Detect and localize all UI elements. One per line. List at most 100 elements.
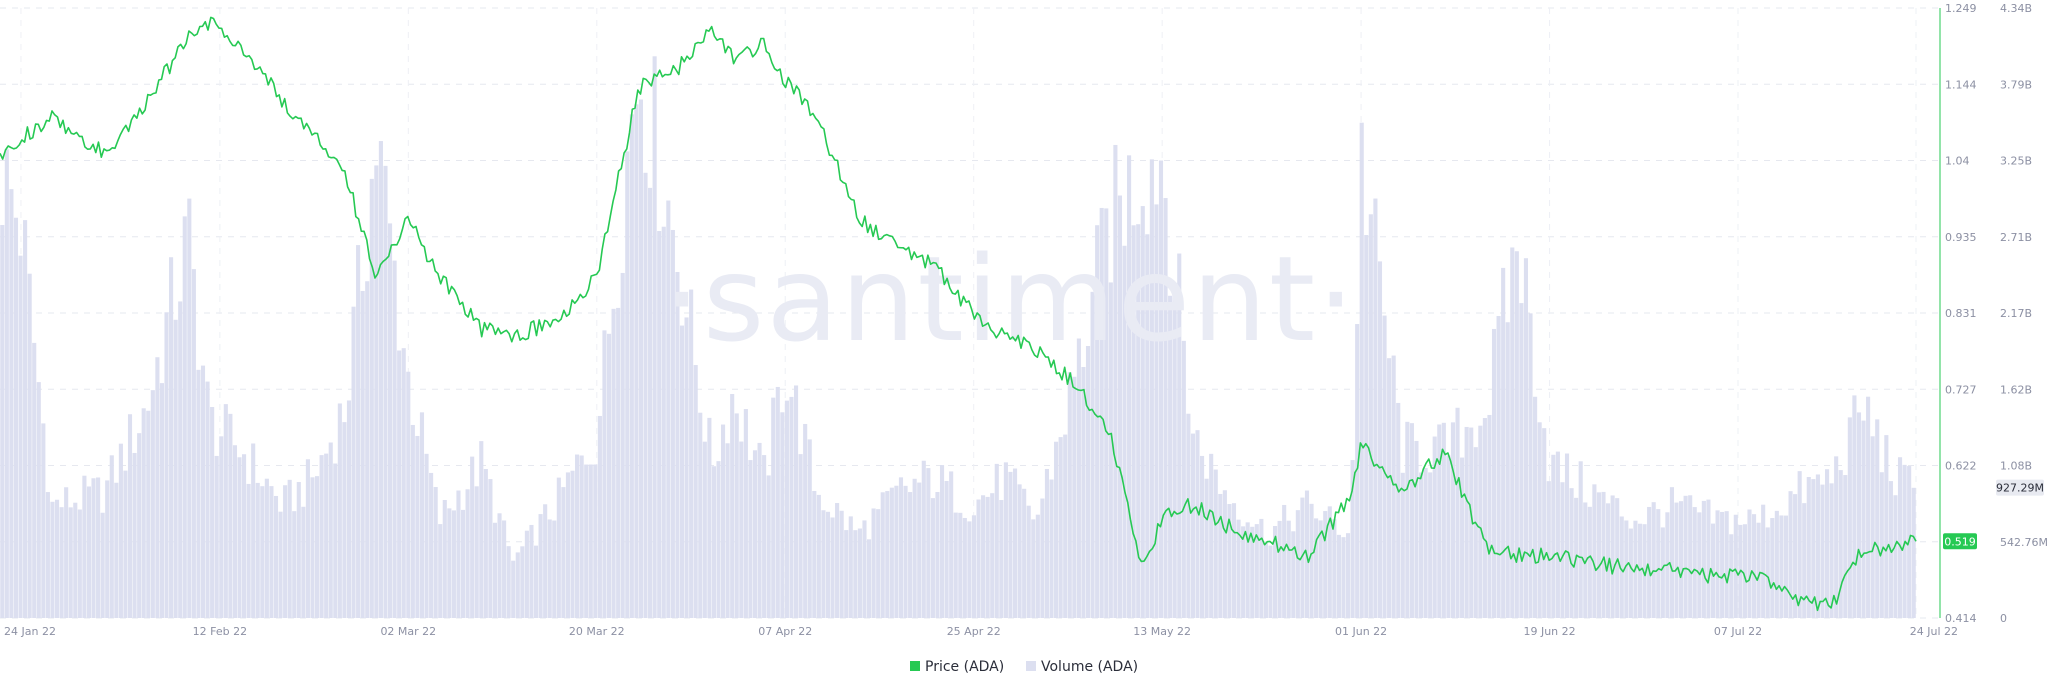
volume-bar [1081, 366, 1086, 618]
volume-bar [1487, 414, 1492, 618]
volume-bar [885, 491, 890, 618]
volume-bar [707, 417, 712, 618]
volume-bar [242, 454, 247, 618]
volume-bar [994, 463, 999, 618]
volume-bar [1364, 235, 1369, 619]
volume-bar [406, 371, 411, 618]
volume-bar [515, 552, 520, 618]
volume-bar [1455, 407, 1460, 618]
volume-bar [118, 443, 123, 618]
volume-bar [1692, 507, 1697, 618]
volume-bar [880, 492, 885, 618]
volume-bar [1300, 497, 1305, 618]
volume-bar [1610, 495, 1615, 618]
volume-bar [1282, 504, 1287, 618]
volume-bar [1026, 505, 1031, 618]
volume-bar [264, 478, 269, 618]
volume-bar [1441, 422, 1446, 618]
volume-bar [438, 524, 443, 618]
volume-bar [1583, 502, 1588, 618]
volume-bar [520, 546, 525, 618]
volume-bar [483, 469, 488, 618]
volume-bar [1085, 345, 1091, 618]
volume-bar [228, 413, 233, 618]
date-tick-label: 07 Jul 22 [1714, 625, 1762, 638]
volume-bar [474, 486, 479, 618]
volume-bar [1168, 295, 1173, 618]
volume-bar [739, 441, 744, 618]
volume-bar [1327, 506, 1332, 618]
volume-bar [1368, 214, 1373, 618]
volume-bar [1336, 534, 1341, 618]
volume-bar [917, 482, 922, 618]
volume-bar [1428, 472, 1433, 618]
volume-bar [1181, 340, 1186, 618]
date-tick-label: 07 Apr 22 [758, 625, 812, 638]
price-tick-label: 1.249 [1945, 2, 1977, 15]
volume-bar [182, 216, 187, 618]
volume-bar [50, 501, 55, 618]
volume-bar [1318, 520, 1323, 618]
volume-bar [1710, 523, 1716, 618]
volume-bar [698, 412, 703, 618]
volume-bar [1473, 447, 1478, 618]
volume-bar [27, 273, 32, 618]
volume-bar [748, 460, 753, 618]
volume-bar [283, 485, 288, 618]
volume-bar [876, 509, 881, 618]
volume-bar [383, 165, 388, 618]
volume-bar [169, 257, 174, 618]
volume-bar [32, 342, 37, 618]
legend-item-volume[interactable]: Volume (ADA) [1026, 659, 1138, 675]
current-volume-label: 927.29M [1996, 482, 2044, 495]
volume-bar [1478, 425, 1483, 618]
volume-bar [1163, 198, 1168, 618]
volume-bar [1793, 494, 1798, 618]
volume-bar [246, 483, 251, 618]
volume-bar [1628, 528, 1633, 618]
volume-bar [958, 512, 963, 618]
volume-bar [456, 490, 461, 618]
volume-bar [1756, 522, 1761, 618]
volume-bar [661, 226, 666, 619]
volume-bar [1806, 476, 1811, 618]
volume-bar [1592, 484, 1597, 618]
volume-bar [374, 165, 379, 618]
volume-bar [784, 400, 789, 618]
volume-bar [287, 479, 292, 618]
volume-bar [734, 413, 739, 618]
volume-bar [775, 386, 780, 618]
volume-bar [1843, 475, 1848, 618]
volume-bar [36, 382, 41, 618]
volume-bar [1131, 225, 1136, 618]
volume-bar [588, 464, 593, 618]
volume-bar [1770, 518, 1775, 618]
legend-item-price[interactable]: Price (ADA) [910, 659, 1004, 675]
volume-bar [1733, 514, 1738, 618]
volume-bar [497, 513, 502, 618]
price-tick-label: 0.414 [1945, 612, 1977, 625]
date-tick-label: 19 Jun 22 [1523, 625, 1575, 638]
volume-bar [702, 441, 707, 618]
volume-bar [1250, 526, 1255, 618]
volume-bar [146, 410, 151, 618]
volume-bar [1824, 469, 1830, 618]
volume-bar [1104, 208, 1109, 618]
volume-bar [839, 510, 844, 618]
volume-bar [401, 348, 406, 618]
volume-bar [789, 396, 794, 618]
volume-bar [45, 492, 50, 618]
volume-bar [807, 439, 812, 618]
volume-bar [835, 503, 840, 618]
volume-bar [337, 403, 342, 618]
volume-bar [1797, 471, 1802, 618]
volume-bar [1879, 472, 1884, 618]
volume-bar [866, 539, 872, 618]
volume-bar [561, 487, 566, 618]
volume-bar [1469, 427, 1474, 618]
volume-bar [342, 422, 347, 618]
volume-bar [1491, 328, 1497, 618]
volume-bar [862, 520, 867, 618]
volume-bar [1523, 258, 1529, 618]
